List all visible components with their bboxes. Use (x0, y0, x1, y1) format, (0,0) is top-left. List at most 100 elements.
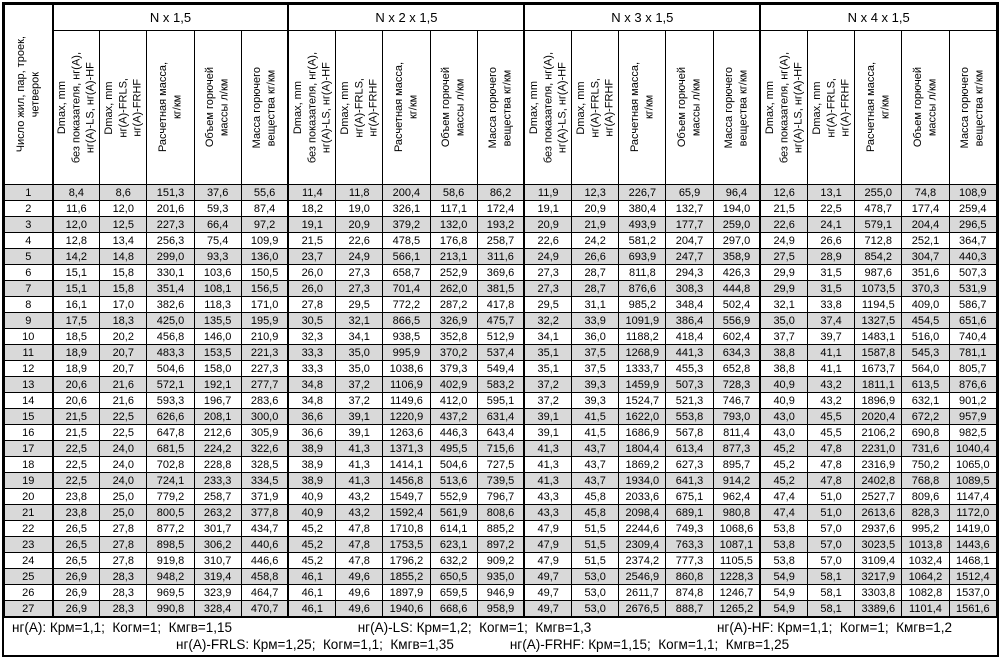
table-cell: 26,5 (51, 536, 101, 553)
table-cell: 545,3 (901, 344, 950, 361)
column-header: Dmax, mm нг(А)-FRLS, нг(А)-FRHF (571, 30, 620, 185)
table-cell: 25,0 (99, 488, 148, 505)
table-cell: 20,9 (335, 216, 384, 233)
table-cell: 210,9 (240, 328, 289, 345)
table-cell: 1414,1 (382, 456, 431, 473)
table-cell: 712,8 (854, 232, 903, 249)
column-header-label: Расчетная масса, кг/км (629, 62, 656, 153)
table-row: 2 11,6 12,0 201,6 59,3 87,4 18,2 19,0 326,1 117,1… (4, 200, 998, 217)
column-header-label: Dmax, mm без показателя, нг(А), нг(А)-LS… (527, 51, 569, 164)
table-cell: 221,3 (240, 344, 289, 361)
table-cell: 22,6 (335, 232, 384, 249)
table-cell: 41,3 (335, 472, 384, 489)
table-cell: 319,4 (193, 568, 242, 585)
table-cell: 634,3 (712, 344, 761, 361)
table-cell: 33,3 (287, 360, 337, 377)
table-cell: 38,9 (287, 456, 337, 473)
table-cell: 860,8 (665, 568, 714, 585)
column-header-label: Объем горючей массы л/км (912, 67, 939, 148)
table-cell: 1263,6 (382, 424, 431, 441)
table-cell: 715,6 (476, 440, 525, 457)
row-number-cell: 5 (4, 248, 53, 265)
table-cell: 12,6 (759, 184, 809, 201)
table-row: 27 26,9 28,3 990,8 328,4 470,7 46,1 49,6 1940,6 6… (4, 600, 998, 617)
table-cell: 681,5 (146, 440, 195, 457)
table-cell: 233,3 (193, 472, 242, 489)
table-cell: 65,9 (665, 184, 714, 201)
table-cell: 434,7 (240, 520, 289, 537)
table-cell: 982,5 (948, 424, 998, 441)
table-cell: 47,8 (806, 472, 856, 489)
table-cell: 259,0 (712, 216, 761, 233)
table-cell: 417,8 (476, 296, 525, 313)
table-cell: 895,7 (712, 456, 761, 473)
table-cell: 1561,6 (948, 600, 998, 617)
table-cell: 446,3 (429, 424, 478, 441)
table-cell: 1592,4 (382, 504, 431, 521)
table-cell: 1468,1 (948, 552, 998, 569)
table-cell: 1091,9 (618, 312, 667, 329)
table-cell: 3109,4 (854, 552, 903, 569)
table-cell: 27,8 (287, 296, 337, 313)
table-cell: 256,3 (146, 232, 195, 249)
table-cell: 876,6 (618, 280, 667, 297)
table-cell: 51,5 (571, 552, 620, 569)
table-cell: 29,5 (523, 296, 573, 313)
table-cell: 740,4 (948, 328, 998, 345)
table-cell: 980,8 (712, 504, 761, 521)
table-cell: 877,2 (146, 520, 195, 537)
table-cell: 57,0 (806, 552, 856, 569)
table-cell: 24,1 (806, 216, 856, 233)
table-cell: 224,2 (193, 440, 242, 457)
table-cell: 75,4 (193, 232, 242, 249)
table-cell: 35,1 (523, 344, 573, 361)
table-cell: 277,7 (240, 376, 289, 393)
table-cell: 26,9 (51, 568, 101, 585)
table-cell: 34,8 (287, 392, 337, 409)
table-cell: 763,3 (665, 536, 714, 553)
table-cell: 176,8 (429, 232, 478, 249)
table-cell: 45,8 (571, 504, 620, 521)
column-header: Расчетная масса, кг/км (146, 30, 195, 185)
table-cell: 8,4 (51, 184, 101, 201)
table-cell: 283,6 (240, 392, 289, 409)
table-cell: 258,7 (476, 232, 525, 249)
table-cell: 27,3 (523, 280, 573, 297)
table-cell: 1089,5 (948, 472, 998, 489)
table-cell: 51,5 (571, 520, 620, 537)
table-cell: 2020,4 (854, 408, 903, 425)
table-cell: 22,6 (523, 232, 573, 249)
table-cell: 809,6 (901, 488, 950, 505)
table-cell: 158,0 (193, 360, 242, 377)
column-header-label: Расчетная масса, кг/км (393, 62, 420, 153)
table-cell: 146,0 (193, 328, 242, 345)
table-cell: 31,5 (806, 280, 856, 297)
table-cell: 41,5 (571, 424, 620, 441)
table-cell: 151,3 (146, 184, 195, 201)
table-cell: 613,4 (665, 440, 714, 457)
table-cell: 3389,6 (854, 600, 903, 617)
table-row: 8 16,1 17,0 382,6 118,3 171,0 27,8 29,5 772,2 287… (4, 296, 998, 313)
table-cell: 58,6 (429, 184, 478, 201)
table-cell: 55,6 (240, 184, 289, 201)
table-cell: 377,8 (240, 504, 289, 521)
row-number-cell: 4 (4, 232, 53, 249)
table-cell: 1371,3 (382, 440, 431, 457)
table-cell: 34,1 (523, 328, 573, 345)
table-cell: 1622,0 (618, 408, 667, 425)
table-cell: 38,9 (287, 472, 337, 489)
table-cell: 40,9 (759, 392, 809, 409)
table-cell: 1220,9 (382, 408, 431, 425)
table-cell: 24,2 (571, 232, 620, 249)
table-cell: 19,0 (335, 200, 384, 217)
table-cell: 196,7 (193, 392, 242, 409)
table-cell: 1443,6 (948, 536, 998, 553)
table-cell: 504,6 (146, 360, 195, 377)
table-cell: 364,7 (948, 232, 998, 249)
table-row: 16 21,5 22,5 647,8 212,6 305,9 36,6 39,1 1263,6 4… (4, 424, 998, 441)
table-cell: 45,2 (287, 520, 337, 537)
table-cell: 478,5 (382, 232, 431, 249)
table-cell: 675,1 (665, 488, 714, 505)
table-cell: 54,9 (759, 584, 809, 601)
table-cell: 37,2 (335, 392, 384, 409)
